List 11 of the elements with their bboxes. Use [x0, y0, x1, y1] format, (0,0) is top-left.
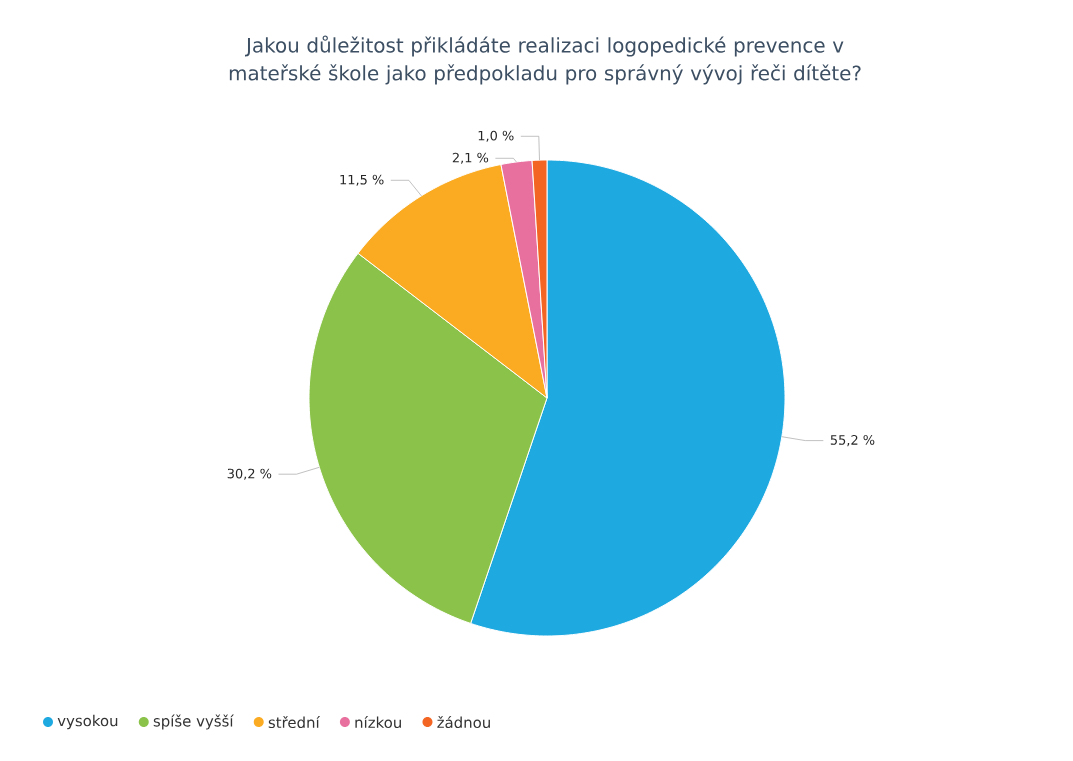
legend-label: nízkou	[355, 715, 401, 729]
legend-label: střední	[268, 715, 321, 729]
data-label: 30,2 %	[227, 468, 272, 480]
data-label: 55,2 %	[830, 435, 875, 447]
data-label: 1,0 %	[478, 130, 514, 142]
legend-label: vysokou	[57, 714, 118, 730]
legend-label: žádnou	[437, 715, 490, 729]
legend-label: spíše vyšší	[153, 714, 234, 730]
data-label: 11,5 %	[340, 174, 384, 186]
data-label: 2,1 %	[452, 152, 489, 164]
chart-title: Jakou důležitost přikládáte realizaci logopedické prevence v mateřské škole jako předpokladu pro správný vývoj řeči dítěte?	[229, 35, 861, 85]
